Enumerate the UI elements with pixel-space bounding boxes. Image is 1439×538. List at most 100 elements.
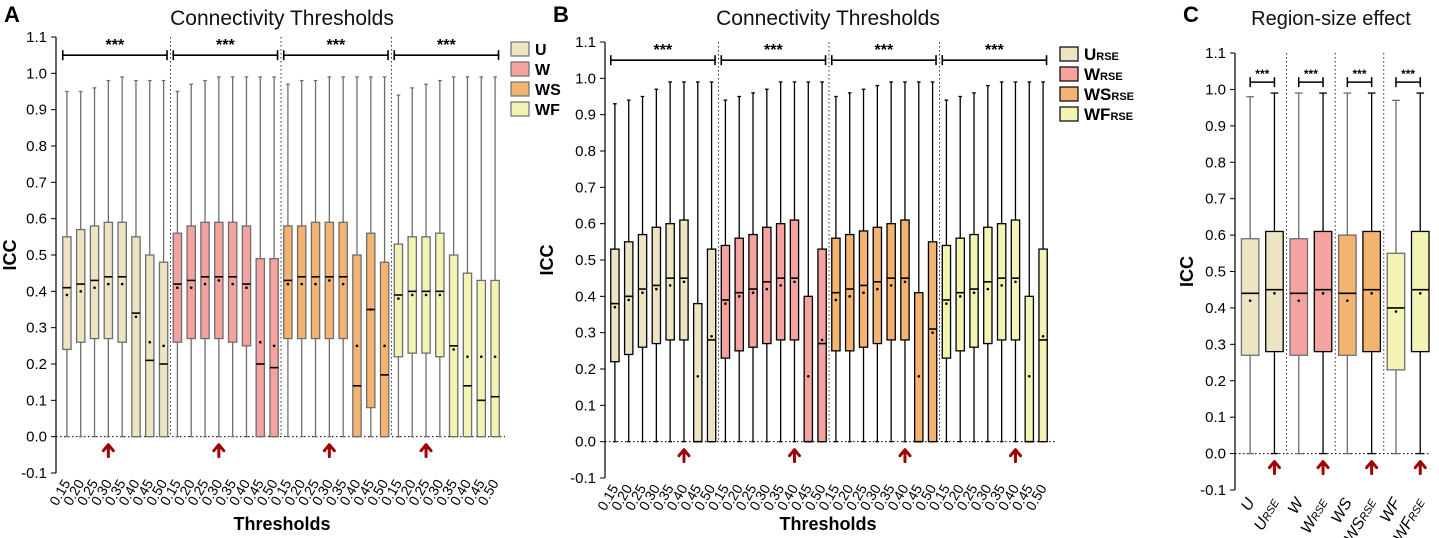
panel-A-y-tick-label: -0.1: [21, 465, 47, 482]
panel-B-y-tick-label: 0.3: [575, 325, 596, 342]
panel-A-WS-box-0.50-box: [379, 261, 390, 438]
panel-C-URSE-arrow-icon: [1267, 460, 1281, 476]
panel-B-WSRSE-box-0.30-mean: [876, 287, 879, 291]
panel-B-y-tick-label: 0.7: [575, 179, 596, 196]
panel-B-legend-label-base: WS: [1084, 85, 1111, 104]
panel-C-y-tick-label: 0.4: [1205, 300, 1226, 317]
panel-B-WSRSE-box-0.35-box: [886, 223, 896, 341]
panel-B-WFRSE-box-0.25-box: [969, 233, 979, 348]
panel-B-WFRSE-box-0.15-box: [941, 244, 952, 359]
panel-B-y-tick-label: 0.1: [575, 397, 596, 414]
panel-B-WSRSE-box-0.30-box: [872, 226, 883, 345]
panel-A-U-box-0.20-box: [75, 228, 86, 343]
panel-C-x-tick-label-sub: RSE: [1309, 497, 1331, 523]
panel-C-title: Region-size effect: [1251, 8, 1411, 30]
panel-A-WF-box-0.15-box: [393, 243, 404, 358]
panel-B-legend-label: WRSE: [1084, 65, 1123, 84]
panel-A-WF-box-0.30-mean: [438, 293, 442, 297]
panel-C-WFRSE-box-mean: [1418, 292, 1422, 295]
panel-A-legend-label: WF: [535, 102, 560, 119]
panel-B-y-tick-label: 0.9: [575, 107, 596, 124]
panel-B-WRSE-box-0.30-box: [762, 226, 772, 345]
panel-A-U-box-0.25-mean: [93, 286, 96, 290]
panel-B-WFRSE-box-0.25-mean: [972, 291, 976, 295]
panel-B-ylabel: ICC: [537, 245, 557, 276]
panel-A-W-box-0.35-box: [227, 221, 238, 343]
panel-B-y-tick-label: 0.4: [575, 288, 596, 305]
panel-B-WRSE-box-0.40-box: [789, 219, 800, 341]
panel-A-WF-box-0.25-mean: [424, 293, 428, 297]
panel-B-WRSE-box-0.50-box: [817, 248, 827, 443]
panel-C-y-tick-label: 0.0: [1205, 446, 1226, 463]
panel-C-y-tick-label: 0.2: [1205, 373, 1226, 390]
panel-A-WS-box-0.40-mean: [355, 344, 359, 348]
panel-A-W-box-0.45-mean: [258, 340, 262, 344]
panel-A-U-box-0.25-box: [89, 225, 100, 340]
panel-A-W-box-0.25-mean: [203, 282, 207, 286]
panel-B-WRSE-box-0.20-mean: [737, 295, 741, 298]
panel-B-WSRSE-box-0.25-mean: [862, 291, 865, 295]
panel-B-URSE-box-0.45-box: [692, 302, 703, 443]
panel-a-letter: A: [4, 2, 20, 27]
panel-A-y-tick-label: 0.9: [26, 102, 47, 119]
panel-B-sig-stars: ***: [985, 42, 1004, 59]
panel-C-WS-box-box: [1337, 234, 1357, 356]
panel-B-legend-label: WSRSE: [1084, 85, 1134, 104]
panel-B-sig-stars: ***: [654, 42, 673, 59]
panel-A-ylabel: ICC: [0, 240, 20, 271]
panel-A-y-tick-label: 1.1: [26, 29, 47, 46]
panel-B-WRSE-box-0.15-box: [720, 244, 731, 359]
panel-A-legend-swatch: [510, 41, 530, 57]
panel-C-WF-box-mean: [1394, 310, 1398, 313]
panel-A-legend-swatch: [510, 101, 530, 117]
panel-A-U-box-0.45-mean: [148, 340, 152, 344]
panel-B-legend-swatch: [1059, 66, 1079, 82]
panel-B-legend-label-base: W: [1084, 65, 1101, 84]
panel-A-WS-box-0.50-mean: [383, 344, 386, 348]
panel-C-WFRSE-arrow-icon: [1413, 460, 1427, 476]
panel-B-WFRSE-box-0.50-box: [1038, 248, 1048, 443]
panel-A-WS-box-0.45-box: [365, 232, 376, 409]
panel-B-URSE-box-0.35-mean: [668, 284, 672, 287]
panel-A-y-tick-label: 0.1: [26, 392, 47, 409]
panel-A-W-box-0.40-box: [241, 225, 252, 347]
panel-B-y-tick-label: 0.8: [575, 143, 596, 160]
panel-C-x-tick-label: U: [1238, 495, 1259, 514]
panel-B-URSE-box-0.40-box: [679, 219, 689, 341]
panel-B-WRSE-box-0.40-mean: [793, 280, 796, 284]
panel-B-y-tick-label: 0.6: [575, 216, 596, 233]
panel-A-WF-box-0.15-mean: [397, 297, 400, 300]
panel-A-legend-swatch: [510, 61, 530, 77]
panel-B-legend-swatch: [1059, 46, 1079, 62]
panel-A-W-box-0.50-mean: [272, 344, 276, 348]
panel-A-WF-box-0.40-box: [462, 272, 473, 438]
panel-B-WRSE-box-0.35-box: [775, 223, 786, 341]
panel-B-WFRSE-box-0.40-box: [1010, 219, 1021, 341]
panel-A-legend-swatch: [510, 81, 530, 97]
panel-C-sig-stars: ***: [1401, 67, 1415, 81]
panel-A-WS-box-0.15-box: [283, 225, 293, 340]
panel-B-URSE-box-0.25-box: [637, 233, 648, 348]
panel-B-y-tick-label: 0.0: [575, 434, 596, 451]
panel-B-URSE-box-0.20-box: [623, 241, 634, 356]
panel-B-y-tick-label: 1.1: [575, 34, 596, 51]
panel-C-y-tick-label: 0.3: [1205, 336, 1226, 353]
panel-C-x-tick-label: WRSE: [1298, 495, 1332, 537]
panel-B-title: Connectivity Thresholds: [716, 7, 940, 30]
panel-A-WS-box-0.35-box: [338, 221, 348, 340]
panel-A-W-box-0.45-box: [255, 257, 266, 438]
panel-B-WSRSE-box-0.35-mean: [889, 284, 893, 287]
panel-B-WSRSE-box-0.40-box: [900, 219, 910, 341]
panel-C-y-tick-label: 0.1: [1205, 409, 1226, 426]
panel-B-URSE-box-0.50-box: [706, 248, 717, 443]
panel-A-W-box-0.40-mean: [245, 286, 248, 290]
panel-B-URSE-box-0.35-box: [665, 223, 675, 341]
panel-C-sig-stars: ***: [1255, 67, 1269, 81]
panel-B-sig-stars: ***: [875, 42, 894, 59]
panel-C-x-tick-label-sub: RSE: [1406, 497, 1428, 523]
panel-B-URSE-box-0.20-mean: [627, 298, 631, 302]
panel-C-W-box-mean: [1297, 299, 1301, 302]
panel-A-legend-label: W: [535, 62, 551, 79]
panel-A-WF-box-0.50-box: [490, 279, 500, 438]
